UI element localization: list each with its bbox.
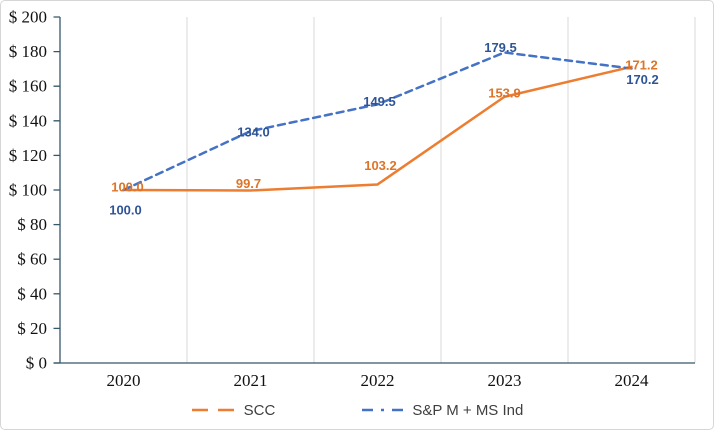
legend-sample-sp-dash-dot-line	[362, 408, 405, 412]
data-label-series-1: 170.2	[626, 72, 659, 87]
data-label-series-0: 99.7	[236, 176, 261, 191]
y-axis-tick-label: $ 100	[9, 181, 47, 200]
x-axis-tick-label: 2024	[615, 371, 650, 390]
y-axis-tick-label: $ 180	[9, 42, 47, 61]
x-axis-tick-label: 2022	[361, 371, 395, 390]
data-label-series-0: 153.9	[488, 85, 521, 100]
y-axis-tick-label: $ 120	[9, 146, 47, 165]
y-axis-tick-label: $ 40	[17, 284, 47, 303]
data-label-series-0: 103.2	[364, 158, 397, 173]
data-label-series-1: 100.0	[109, 203, 142, 218]
data-label-series-1: 134.0	[237, 125, 270, 140]
x-axis-tick-label: 2021	[234, 371, 268, 390]
y-axis-tick-label: $ 20	[17, 319, 47, 338]
x-axis-tick-label: 2023	[488, 371, 522, 390]
x-axis-tick-label: 2020	[107, 371, 141, 390]
y-axis-tick-label: $ 160	[9, 77, 47, 96]
data-label-series-0: 100.0	[111, 180, 144, 195]
series-line-1	[122, 51, 633, 192]
y-axis-tick-label: $ 0	[26, 354, 47, 373]
legend-sample-scc-dashed-line	[191, 408, 236, 412]
legend-label-scc: SCC	[243, 401, 276, 419]
data-label-series-0: 171.2	[625, 57, 658, 72]
y-axis-tick-label: $ 140	[9, 111, 47, 130]
y-axis-tick-label: $ 60	[17, 250, 47, 269]
legend-item-scc: SCC	[191, 401, 276, 419]
y-axis-tick-label: $ 200	[9, 8, 47, 27]
data-label-series-1: 149.5	[363, 94, 396, 109]
legend-item-sp-m-ms-ind: S&P M + MS Ind	[361, 403, 523, 418]
data-label-series-1: 179.5	[484, 40, 517, 55]
series-line-0	[122, 65, 633, 192]
legend-label-sp-m-ms-ind: S&P M + MS Ind	[412, 401, 524, 419]
chart-legend: SCC S&P M + MS Ind	[1, 399, 713, 421]
y-axis-tick-label: $ 80	[17, 215, 47, 234]
